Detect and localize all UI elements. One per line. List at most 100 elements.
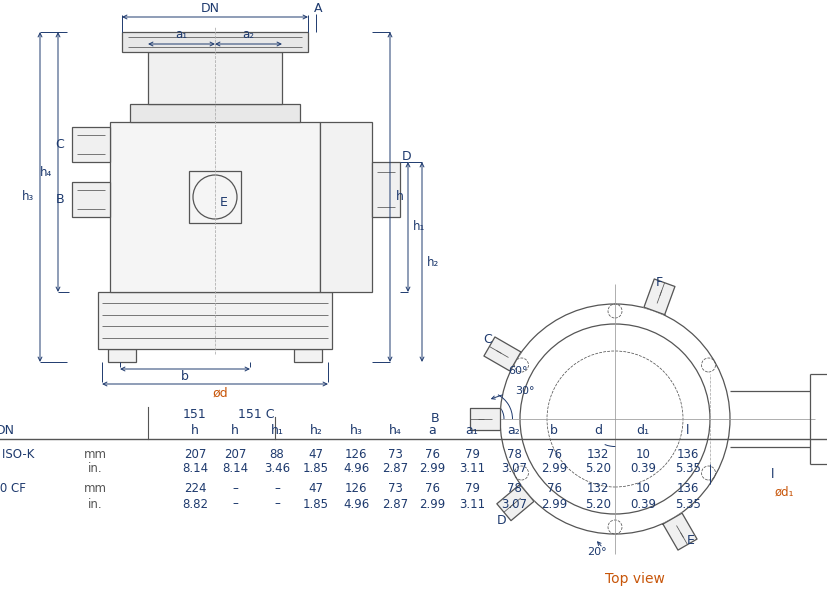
Text: 20°: 20° (587, 547, 607, 557)
Text: –: – (274, 483, 280, 495)
Text: DN: DN (0, 424, 15, 436)
Text: 132: 132 (587, 447, 609, 461)
Text: 3.07: 3.07 (501, 463, 527, 475)
Bar (110, 122, 320, 292)
Text: in.: in. (88, 498, 103, 510)
Text: b: b (181, 370, 189, 384)
Text: 4.96: 4.96 (343, 498, 369, 510)
Bar (72, 182, 110, 217)
Polygon shape (470, 408, 500, 430)
Text: –: – (232, 498, 238, 510)
Text: 47: 47 (308, 447, 323, 461)
Text: 79: 79 (465, 483, 480, 495)
Text: 126: 126 (345, 447, 367, 461)
Bar (72, 127, 110, 162)
Text: 0.39: 0.39 (630, 498, 656, 510)
Text: 2.99: 2.99 (418, 463, 445, 475)
Text: a₂: a₂ (508, 424, 520, 436)
Text: 79: 79 (465, 447, 480, 461)
Text: a₁: a₁ (466, 424, 478, 436)
Text: 5.20: 5.20 (585, 498, 611, 510)
Text: l: l (686, 424, 690, 436)
Text: E: E (686, 534, 695, 547)
Text: d: d (594, 424, 602, 436)
Text: mm: mm (84, 483, 107, 495)
Bar (98, 292, 332, 349)
Text: h: h (396, 191, 404, 203)
Text: 136: 136 (676, 447, 699, 461)
Text: 3.46: 3.46 (264, 463, 290, 475)
Bar (372, 162, 400, 217)
Text: 207: 207 (224, 447, 246, 461)
Text: 126: 126 (345, 483, 367, 495)
Text: B: B (431, 413, 439, 426)
Text: l: l (771, 467, 774, 481)
Polygon shape (484, 337, 521, 371)
Text: h₁: h₁ (270, 424, 284, 436)
Text: 0.39: 0.39 (630, 463, 656, 475)
Text: 76: 76 (547, 447, 562, 461)
Text: 73: 73 (388, 447, 403, 461)
Text: mm: mm (84, 447, 107, 461)
Text: 76: 76 (547, 483, 562, 495)
Text: 5.35: 5.35 (675, 463, 701, 475)
Text: h₄: h₄ (389, 424, 401, 436)
Text: 10: 10 (636, 447, 651, 461)
Bar (148, 52, 282, 104)
Text: a: a (428, 424, 436, 436)
Polygon shape (497, 484, 534, 521)
Text: F: F (656, 276, 663, 290)
Text: 5.35: 5.35 (675, 498, 701, 510)
Text: 1.85: 1.85 (303, 463, 329, 475)
Text: h₄: h₄ (40, 166, 52, 178)
Bar (108, 349, 136, 362)
Text: D: D (497, 514, 507, 527)
Text: 8.82: 8.82 (182, 498, 208, 510)
Text: C: C (55, 138, 64, 151)
Text: a₁: a₁ (175, 29, 188, 41)
Text: 3.11: 3.11 (459, 498, 485, 510)
Text: D: D (402, 151, 412, 163)
Text: ød₁: ød₁ (775, 486, 794, 498)
Text: 100 ISO-K: 100 ISO-K (0, 447, 34, 461)
Bar (122, 32, 308, 52)
Text: 2.99: 2.99 (418, 498, 445, 510)
Text: 76: 76 (424, 447, 439, 461)
Text: 2.87: 2.87 (382, 463, 408, 475)
Bar (189, 171, 241, 223)
Text: A: A (313, 2, 323, 16)
Text: 2.99: 2.99 (541, 463, 567, 475)
Text: 4.96: 4.96 (343, 463, 369, 475)
Text: 207: 207 (184, 447, 206, 461)
Bar (320, 122, 372, 292)
Text: h₂: h₂ (309, 424, 323, 436)
Text: 2.99: 2.99 (541, 498, 567, 510)
Text: –: – (274, 498, 280, 510)
Bar (130, 104, 300, 122)
Text: h: h (191, 424, 199, 436)
Text: 47: 47 (308, 483, 323, 495)
Text: h: h (231, 424, 239, 436)
Text: 5.20: 5.20 (585, 463, 611, 475)
Text: 2.87: 2.87 (382, 498, 408, 510)
Text: 10: 10 (636, 483, 651, 495)
Text: h₂: h₂ (427, 256, 439, 268)
Text: 136: 136 (676, 483, 699, 495)
Text: 151 C: 151 C (237, 409, 275, 421)
Text: 78: 78 (507, 483, 522, 495)
Text: b: b (550, 424, 558, 436)
Text: 88: 88 (270, 447, 284, 461)
Text: 8.14: 8.14 (182, 463, 208, 475)
Text: –: – (232, 483, 238, 495)
Polygon shape (644, 279, 675, 314)
Text: 76: 76 (424, 483, 439, 495)
Text: DN: DN (200, 2, 219, 16)
Text: a₂: a₂ (242, 29, 255, 41)
Text: 100 CF: 100 CF (0, 483, 26, 495)
Text: C: C (483, 333, 492, 346)
Bar (294, 349, 322, 362)
Text: 1.85: 1.85 (303, 498, 329, 510)
Text: 151: 151 (183, 409, 207, 421)
Text: E: E (220, 195, 228, 208)
Text: 73: 73 (388, 483, 403, 495)
